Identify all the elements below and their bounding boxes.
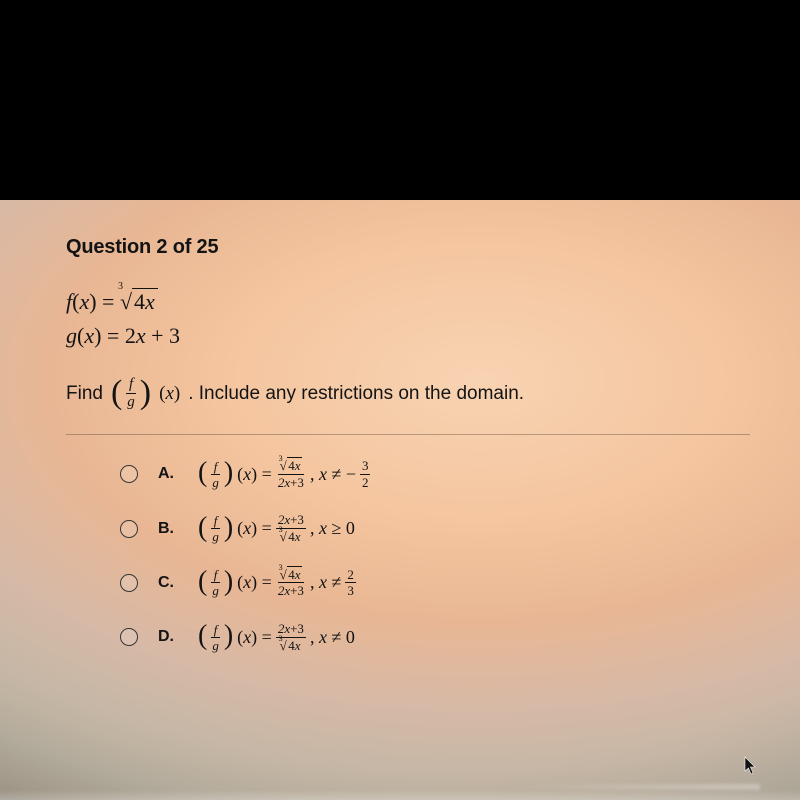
option-c-label: C. [158,574,178,592]
bottom-edge [0,790,800,800]
g-definition: g(x) = 2x + 3 [66,319,750,353]
option-a-math: (fg) (x) = 3√4x 2x+3 , x ≠ − 32 [198,459,370,489]
option-d-math: (fg) (x) = 2x+3 3√4x , x ≠ 0 [198,622,355,652]
option-a-label: A. [158,465,178,483]
cube-root-icon: 3√4x [120,285,158,319]
divider [66,434,750,435]
prompt-tail: . Include any restrictions on the domain… [188,383,524,405]
radio-d[interactable] [120,628,138,646]
question-card: Question 2 of 25 f(x) = 3√4x g(x) = 2x +… [0,200,800,800]
question-header: Question 2 of 25 [66,236,750,259]
option-d-label: D. [158,628,178,646]
cursor-icon [744,756,758,776]
option-b-label: B. [158,520,178,538]
options-list: A. (fg) (x) = 3√4x 2x+3 , x ≠ − 32 B. [66,459,750,652]
radio-b[interactable] [120,520,138,538]
prompt-lead: Find [66,383,103,405]
f-definition: f(x) = 3√4x [66,285,750,319]
content-area: Question 2 of 25 f(x) = 3√4x g(x) = 2x +… [0,200,800,800]
f-over-g: ( fg ) [111,377,151,410]
option-a[interactable]: A. (fg) (x) = 3√4x 2x+3 , x ≠ − 32 [120,459,750,489]
radio-a[interactable] [120,465,138,483]
option-d[interactable]: D. (fg) (x) = 2x+3 3√4x , x ≠ 0 [120,622,750,652]
option-c-math: (fg) (x) = 3√4x 2x+3 , x ≠ 23 [198,568,356,598]
prompt-line: Find ( fg ) (x) . Include any restrictio… [66,377,750,410]
option-c[interactable]: C. (fg) (x) = 3√4x 2x+3 , x ≠ 23 [120,568,750,598]
radio-c[interactable] [120,574,138,592]
given-functions: f(x) = 3√4x g(x) = 2x + 3 [66,285,750,353]
x-argument: (x) [159,383,180,405]
option-b-math: (fg) (x) = 2x+3 3√4x , x ≥ 0 [198,513,355,543]
option-b[interactable]: B. (fg) (x) = 2x+3 3√4x , x ≥ 0 [120,513,750,543]
